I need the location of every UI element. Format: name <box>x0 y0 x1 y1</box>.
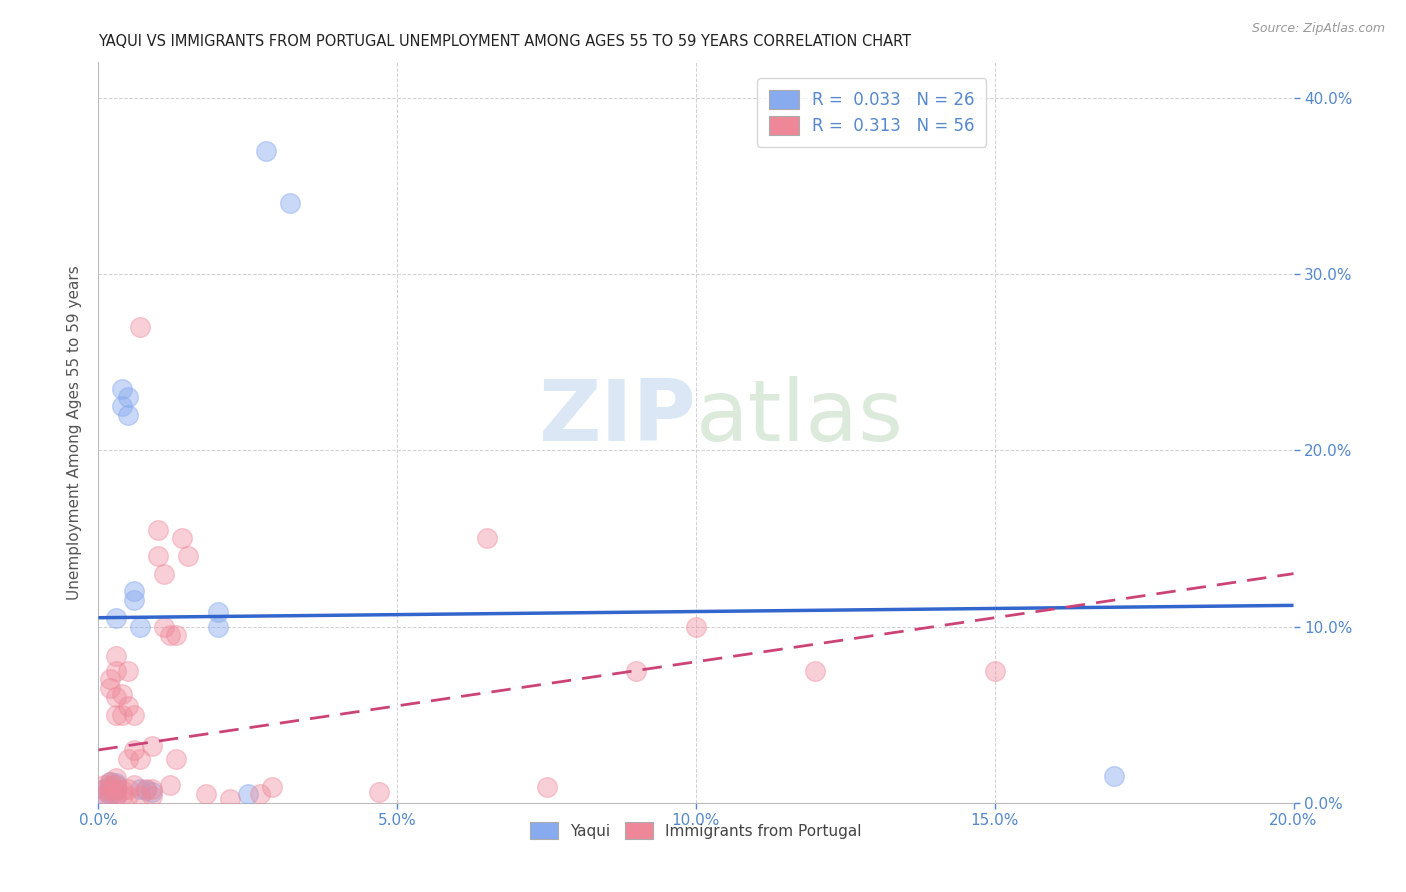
Point <box>98 774 122 789</box>
Point <box>105 789 128 803</box>
Point <box>98 787 122 801</box>
Point <box>129 619 152 633</box>
Point <box>93 789 115 803</box>
Point <box>159 628 181 642</box>
Point <box>111 783 134 797</box>
Point <box>804 664 827 678</box>
Point <box>93 778 115 792</box>
Point <box>177 549 200 563</box>
Point <box>165 752 187 766</box>
Point <box>111 707 134 722</box>
Point <box>105 664 128 678</box>
Point <box>148 549 170 563</box>
Point <box>129 781 152 796</box>
Point <box>105 690 128 704</box>
Point <box>236 787 259 801</box>
Point <box>105 610 128 624</box>
Point <box>153 566 176 581</box>
Point <box>98 673 122 687</box>
Point <box>98 681 122 696</box>
Point <box>98 780 122 794</box>
Point <box>93 789 115 803</box>
Point <box>165 628 187 642</box>
Point <box>124 778 146 792</box>
Point <box>105 783 128 797</box>
Point <box>135 783 157 797</box>
Point <box>124 707 146 722</box>
Point <box>141 739 163 754</box>
Point <box>124 584 146 599</box>
Point <box>105 789 128 803</box>
Point <box>141 785 163 799</box>
Point <box>536 780 558 794</box>
Point <box>105 783 128 797</box>
Point <box>111 686 134 700</box>
Point <box>105 707 128 722</box>
Text: atlas: atlas <box>696 376 904 459</box>
Point <box>105 776 128 790</box>
Text: Source: ZipAtlas.com: Source: ZipAtlas.com <box>1251 22 1385 36</box>
Point <box>117 408 139 422</box>
Point <box>111 399 134 413</box>
Point <box>98 783 122 797</box>
Point <box>129 319 152 334</box>
Point <box>117 664 139 678</box>
Point <box>93 783 115 797</box>
Point <box>278 196 301 211</box>
Point <box>124 743 146 757</box>
Point <box>129 789 152 803</box>
Point <box>368 785 391 799</box>
Point <box>159 778 181 792</box>
Point <box>117 781 139 796</box>
Point <box>93 781 115 796</box>
Point <box>105 778 128 792</box>
Point <box>105 778 128 792</box>
Text: ZIP: ZIP <box>538 376 696 459</box>
Y-axis label: Unemployment Among Ages 55 to 59 years: Unemployment Among Ages 55 to 59 years <box>67 265 83 600</box>
Point <box>124 593 146 607</box>
Point <box>172 532 194 546</box>
Point <box>141 781 163 796</box>
Point <box>141 789 163 803</box>
Point <box>98 774 122 789</box>
Point <box>98 789 122 803</box>
Point <box>1104 769 1126 783</box>
Legend: Yaqui, Immigrants from Portugal: Yaqui, Immigrants from Portugal <box>523 814 869 847</box>
Point <box>117 390 139 404</box>
Point <box>105 771 128 785</box>
Point <box>135 781 157 796</box>
Point <box>153 619 176 633</box>
Point <box>475 532 498 546</box>
Point <box>98 778 122 792</box>
Point <box>129 752 152 766</box>
Text: YAQUI VS IMMIGRANTS FROM PORTUGAL UNEMPLOYMENT AMONG AGES 55 TO 59 YEARS CORRELA: YAQUI VS IMMIGRANTS FROM PORTUGAL UNEMPL… <box>98 34 911 49</box>
Point <box>685 619 707 633</box>
Point <box>105 649 128 664</box>
Point <box>117 698 139 713</box>
Point <box>249 787 271 801</box>
Point <box>207 606 229 620</box>
Point <box>117 752 139 766</box>
Point <box>219 792 242 806</box>
Point <box>207 619 229 633</box>
Point <box>111 789 134 803</box>
Point <box>260 780 283 794</box>
Point <box>254 144 277 158</box>
Point <box>626 664 648 678</box>
Point <box>111 382 134 396</box>
Point <box>195 787 218 801</box>
Point <box>117 789 139 803</box>
Point <box>148 523 170 537</box>
Point <box>984 664 1007 678</box>
